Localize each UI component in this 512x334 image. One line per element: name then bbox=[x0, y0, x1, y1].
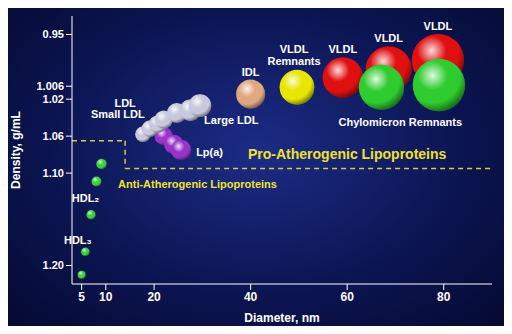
svg-text:1.10: 1.10 bbox=[43, 167, 64, 179]
svg-text:Lp(a): Lp(a) bbox=[196, 146, 223, 158]
svg-text:VLDL: VLDL bbox=[424, 20, 453, 32]
svg-text:1.06: 1.06 bbox=[43, 130, 64, 142]
svg-text:Large LDL: Large LDL bbox=[204, 114, 259, 126]
svg-text:Pro-Atherogenic Lipoproteins: Pro-Atherogenic Lipoproteins bbox=[248, 146, 447, 162]
svg-text:IDL: IDL bbox=[242, 66, 260, 78]
svg-text:40: 40 bbox=[244, 290, 258, 304]
svg-text:20: 20 bbox=[147, 290, 161, 304]
svg-text:LDL: LDL bbox=[114, 97, 136, 109]
svg-text:0.95: 0.95 bbox=[43, 28, 64, 40]
svg-text:1.02: 1.02 bbox=[43, 93, 64, 105]
svg-text:80: 80 bbox=[437, 290, 451, 304]
svg-text:Density, g/mL: Density, g/mL bbox=[9, 111, 23, 189]
svg-text:5: 5 bbox=[78, 290, 85, 304]
svg-text:VLDL: VLDL bbox=[374, 32, 403, 44]
svg-text:HDL₃: HDL₃ bbox=[64, 234, 92, 246]
svg-text:1.006: 1.006 bbox=[36, 80, 64, 92]
svg-text:VLDL: VLDL bbox=[328, 43, 357, 55]
svg-text:VLDLRemnants: VLDLRemnants bbox=[267, 43, 320, 67]
svg-text:Small LDL: Small LDL bbox=[91, 108, 145, 120]
svg-text:Chylomicron Remnants: Chylomicron Remnants bbox=[339, 116, 462, 128]
svg-text:Anti-Atherogenic Lipoproteins: Anti-Atherogenic Lipoproteins bbox=[118, 178, 277, 190]
svg-text:60: 60 bbox=[340, 290, 354, 304]
svg-text:Diameter, nm: Diameter, nm bbox=[244, 311, 319, 325]
svg-text:HDL₂: HDL₂ bbox=[72, 192, 100, 204]
svg-text:10: 10 bbox=[99, 290, 113, 304]
svg-text:1.20: 1.20 bbox=[43, 259, 64, 271]
